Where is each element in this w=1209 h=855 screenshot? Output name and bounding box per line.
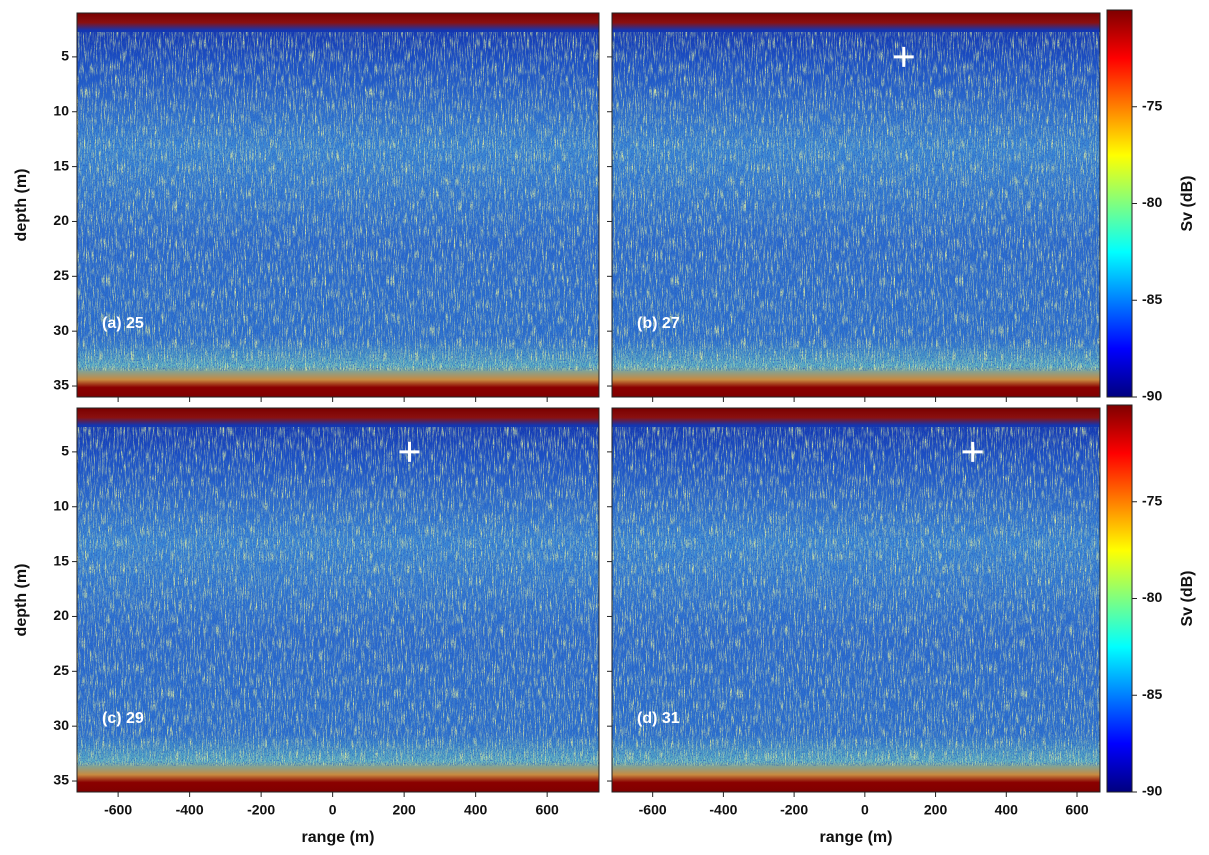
marker <box>893 46 914 67</box>
x-tick-label: 600 <box>535 802 559 818</box>
plot-frame <box>611 407 1101 793</box>
y-tick-label: 10 <box>53 102 69 118</box>
colorbar <box>1106 9 1133 398</box>
colorbar-tick-label: -80 <box>1142 589 1162 605</box>
y-tick-label: 20 <box>53 607 69 623</box>
x-tick-label: -200 <box>247 802 275 818</box>
plot-frame <box>76 407 600 793</box>
x-tick-label: 0 <box>329 802 337 818</box>
y-tick-label: 15 <box>53 157 69 173</box>
x-tick-label: -600 <box>639 802 667 818</box>
x-tick-label: -600 <box>104 802 132 818</box>
panel-label: (b) 27 <box>637 315 680 332</box>
y-tick-label: 25 <box>53 662 69 678</box>
y-tick-label: 5 <box>61 48 69 64</box>
x-tick-label: 200 <box>392 802 416 818</box>
x-axis-label: range (m) <box>820 829 893 846</box>
x-tick-label: 600 <box>1065 802 1089 818</box>
echogram-texture <box>77 427 599 766</box>
x-tick-label: 0 <box>861 802 869 818</box>
x-tick-label: -200 <box>780 802 808 818</box>
y-tick-label: 20 <box>53 212 69 228</box>
y-tick-label: 15 <box>53 552 69 568</box>
colorbar-tick-label: -75 <box>1142 97 1162 113</box>
marker <box>962 441 983 462</box>
x-tick-label: 400 <box>995 802 1019 818</box>
y-tick-label: 30 <box>53 717 69 733</box>
y-tick-label: 35 <box>53 772 69 788</box>
echogram-texture <box>77 32 599 371</box>
x-tick-label: -400 <box>709 802 737 818</box>
y-tick-label: 5 <box>61 443 69 459</box>
panel-label: (c) 29 <box>102 710 144 727</box>
colorbar-tick-label: -90 <box>1142 388 1162 404</box>
plot-frame <box>76 12 600 398</box>
y-axis-label: depth (m) <box>13 564 30 637</box>
y-tick-label: 25 <box>53 267 69 283</box>
colorbar <box>1106 404 1133 793</box>
colorbar-label: Sv (dB) <box>1179 176 1196 232</box>
plot-frame <box>611 12 1101 398</box>
colorbar-tick-label: -80 <box>1142 194 1162 210</box>
marker <box>399 441 420 462</box>
x-tick-label: 200 <box>924 802 948 818</box>
panel-label: (a) 25 <box>102 315 144 332</box>
x-tick-label: -400 <box>176 802 204 818</box>
echogram-texture <box>612 427 1100 766</box>
x-tick-label: 400 <box>464 802 488 818</box>
colorbar-label: Sv (dB) <box>1179 571 1196 627</box>
y-tick-label: 35 <box>53 377 69 393</box>
colorbar-tick-label: -90 <box>1142 783 1162 799</box>
echogram-texture <box>612 32 1100 371</box>
y-tick-label: 10 <box>53 497 69 513</box>
y-tick-label: 30 <box>53 322 69 338</box>
colorbar-tick-label: -85 <box>1142 291 1162 307</box>
colorbar-tick-label: -75 <box>1142 492 1162 508</box>
x-axis-label: range (m) <box>302 829 375 846</box>
panel-label: (d) 31 <box>637 710 680 727</box>
y-axis-label: depth (m) <box>13 169 30 242</box>
colorbar-tick-label: -85 <box>1142 686 1162 702</box>
